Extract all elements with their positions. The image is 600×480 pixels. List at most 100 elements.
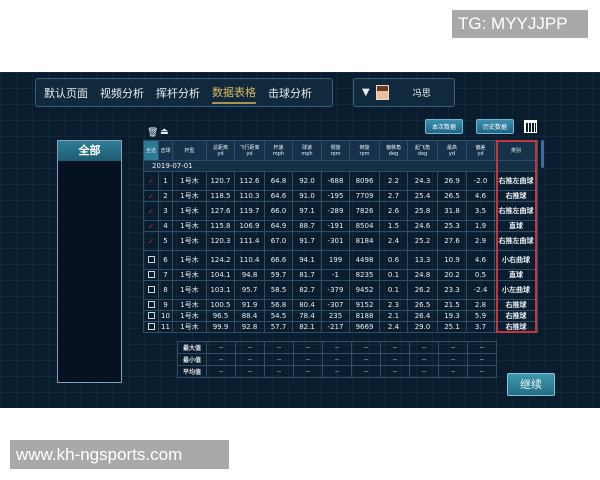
column-header[interactable]: 起飞角 deg	[407, 140, 438, 161]
stats-label: 最大值	[177, 341, 207, 354]
tab-4[interactable]: 击球分析	[268, 86, 312, 100]
cell: 9452	[349, 280, 380, 300]
header-label: 飞行距离	[239, 144, 260, 151]
table-row[interactable]: 11 1号木 99.9 92.8 57.7 82.1 -217 9669 2.4 29.0 25.1…	[143, 321, 538, 333]
cell: 2.8	[466, 299, 495, 311]
stats-cell: --	[438, 365, 468, 378]
stats-row: 最大值 -- -- -- -- -- -- -- -- -- --	[177, 341, 497, 354]
cell: 23.3	[437, 280, 467, 300]
header-unit: rpm	[359, 150, 370, 157]
tab-3[interactable]: 数据表格	[212, 82, 256, 104]
cell: 1号木	[172, 250, 207, 270]
column-header[interactable]: 倒旋 rpm	[349, 140, 380, 161]
table-row[interactable]: 8 1号木 103.1 95.7 58.5 82.7 -379 9452 0.1 26.2 23.3…	[143, 280, 538, 300]
column-header[interactable]: 类别	[494, 140, 538, 161]
column-header[interactable]: 偏移角 deg	[379, 140, 408, 161]
row-checkbox[interactable]	[143, 321, 159, 333]
tab-2[interactable]: 挥杆分析	[156, 86, 200, 100]
stats-cell: --	[235, 365, 265, 378]
cell: 94.8	[234, 269, 265, 281]
row-checkbox[interactable]	[143, 250, 159, 270]
cell: 4	[158, 220, 173, 232]
row-checkbox[interactable]	[143, 299, 159, 311]
check-icon: ✓	[147, 236, 155, 246]
cell: 1号木	[172, 269, 207, 281]
row-checkbox[interactable]: ✓	[143, 190, 159, 202]
all-button[interactable]: 全部	[58, 141, 121, 161]
row-checkbox[interactable]: ✓	[143, 231, 159, 251]
cell: 右推球	[494, 310, 538, 322]
header-unit: deg	[417, 150, 428, 157]
stats-cell: --	[235, 353, 265, 366]
cell: 1号木	[172, 321, 207, 333]
calendar-icon[interactable]	[524, 120, 537, 133]
column-header[interactable]: 杆型	[172, 140, 207, 161]
cell: 26.5	[437, 190, 467, 202]
cell: 26.4	[407, 310, 438, 322]
column-header[interactable]: 飞行距离 yd	[234, 140, 265, 161]
user-selector[interactable]: ▼ 冯思	[353, 78, 455, 107]
column-header[interactable]: 全选	[143, 140, 159, 161]
row-checkbox[interactable]: ✓	[143, 171, 159, 191]
cell: 96.5	[206, 310, 235, 322]
cell: -301	[321, 231, 350, 251]
stats-cell: --	[293, 365, 323, 378]
cell: 1号木	[172, 231, 207, 251]
column-header[interactable]: 杆速 mph	[264, 140, 293, 161]
column-header[interactable]: 侧旋 rpm	[321, 140, 350, 161]
row-checkbox[interactable]	[143, 280, 159, 300]
column-header[interactable]: 偏差 yd	[466, 140, 495, 161]
cell: 8	[158, 280, 173, 300]
cell: 64.9	[264, 220, 293, 232]
tab-1[interactable]: 视频分析	[100, 86, 144, 100]
row-checkbox[interactable]	[143, 310, 159, 322]
cell: 88.7	[292, 220, 322, 232]
history-data-button[interactable]: 历史数据	[476, 119, 514, 134]
cell: 7826	[349, 201, 380, 221]
cell: 9	[158, 299, 173, 311]
cell: 2	[158, 190, 173, 202]
cell: 2.4	[379, 321, 408, 333]
table-row[interactable]: ✓ 4 1号木 115.8 106.9 64.9 88.7 -191 8504 1.5 24.6 25…	[143, 220, 538, 232]
stats-cell: --	[438, 353, 468, 366]
row-checkbox[interactable]: ✓	[143, 201, 159, 221]
cell: 1.9	[466, 220, 495, 232]
cell: 7709	[349, 190, 380, 202]
stats-cell: --	[264, 341, 294, 354]
checkbox-icon	[147, 285, 155, 293]
cell: 1	[158, 171, 173, 191]
cell: 26.9	[437, 171, 467, 191]
avatar	[375, 85, 389, 100]
trash-icon[interactable]: 🗑	[147, 128, 159, 138]
cell: 91.9	[234, 299, 265, 311]
table-row[interactable]: ✓ 5 1号木 120.3 111.4 67.0 91.7 -301 8184 2.4 25.2 27…	[143, 231, 538, 251]
row-checkbox[interactable]: ✓	[143, 220, 159, 232]
tab-0[interactable]: 默认页面	[44, 86, 88, 100]
cell: 78.4	[292, 310, 322, 322]
table-row[interactable]: 7 1号木 104.1 94.8 59.7 81.7 -1 8235 0.1 24.8 20.2 0.…	[143, 269, 538, 281]
cell: 1号木	[172, 280, 207, 300]
column-header[interactable]: 总距离 yd	[206, 140, 235, 161]
table-row[interactable]: ✓ 1 1号木 120.7 112.6 64.8 92.0 -688 8096 2.2 24.3 26…	[143, 171, 538, 191]
current-data-button[interactable]: 本次数据	[425, 119, 463, 134]
column-header[interactable]: 击球	[158, 140, 173, 161]
table-scrollbar[interactable]	[541, 140, 544, 168]
cell: 4.6	[466, 190, 495, 202]
table-row[interactable]: ✓ 2 1号木 118.5 110.3 64.6 91.0 -195 7709 2.7 25.4 26…	[143, 190, 538, 202]
table-row[interactable]: 6 1号木 124.2 110.4 66.6 94.1 199 4498 0.6 13.3 10.9…	[143, 250, 538, 270]
table-row[interactable]: 10 1号木 96.5 88.4 54.5 78.4 235 8188 2.1 26.4 19.3 5…	[143, 310, 538, 322]
column-header[interactable]: 最高 yd	[437, 140, 467, 161]
dropdown-triangle-icon: ▼	[362, 87, 370, 98]
table-row[interactable]: ✓ 3 1号木 127.6 119.7 66.0 97.1 -289 7826 2.6 25.8 31…	[143, 201, 538, 221]
export-icon[interactable]: ⏏	[160, 127, 169, 137]
cell: 91.0	[292, 190, 322, 202]
stats-cell: --	[322, 353, 352, 366]
column-header[interactable]: 球速 mph	[292, 140, 322, 161]
cell: 104.1	[206, 269, 235, 281]
cell: 110.3	[234, 190, 265, 202]
row-checkbox[interactable]	[143, 269, 159, 281]
continue-button[interactable]: 继续	[507, 373, 555, 396]
cell: 26.5	[407, 299, 438, 311]
table-row[interactable]: 9 1号木 100.5 91.9 56.8 80.4 -307 9152 2.3 26.5 21.5…	[143, 299, 538, 311]
cell: 25.8	[407, 201, 438, 221]
